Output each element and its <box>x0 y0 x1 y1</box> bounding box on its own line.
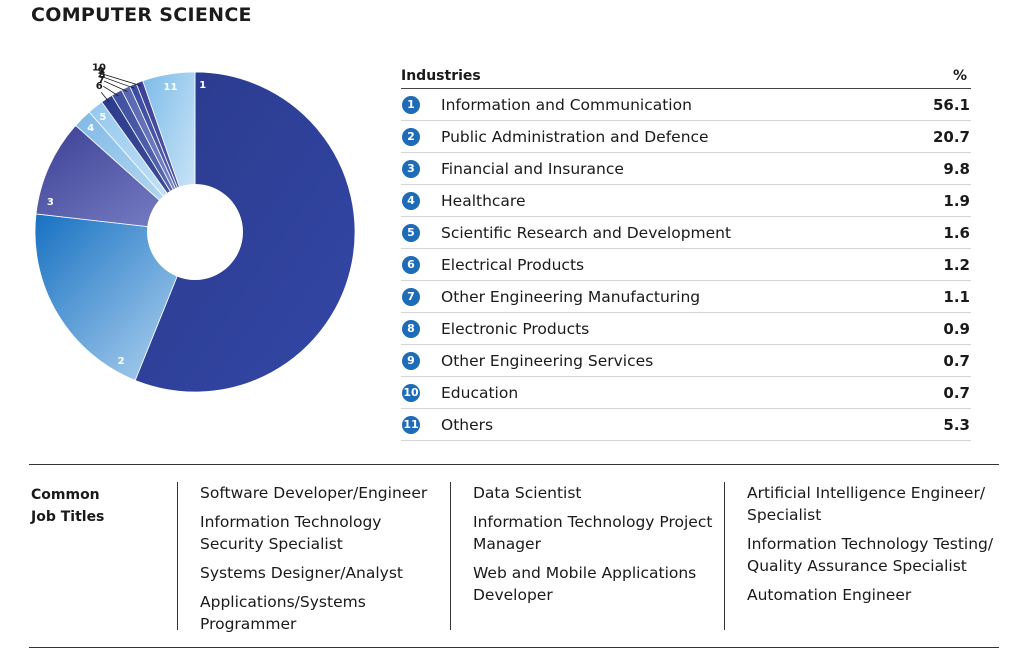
table-row: 4 Healthcare 1.9 <box>401 185 971 217</box>
callout-line-6 <box>100 91 110 103</box>
industry-percent: 0.7 <box>943 383 970 402</box>
industry-percent: 1.2 <box>943 255 970 274</box>
row-number-badge: 10 <box>402 383 420 402</box>
pie-slice-label-7: 7 <box>98 75 105 86</box>
industry-percent: 20.7 <box>932 127 970 146</box>
callout-line-9 <box>102 76 135 89</box>
industry-name: Others <box>441 415 494 434</box>
row-number-badge: 7 <box>402 287 420 306</box>
industry-name: Education <box>441 383 519 402</box>
row-number-badge: 2 <box>402 127 420 146</box>
industry-percent: 9.8 <box>943 159 970 178</box>
page-title: COMPUTER SCIENCE <box>31 4 252 26</box>
industry-percent: 5.3 <box>943 415 970 434</box>
callout-line-10 <box>100 73 141 87</box>
table-row: 5 Scientific Research and Development 1.6 <box>401 217 971 249</box>
industry-name: Other Engineering Services <box>441 351 654 370</box>
job-title: Information Technology Testing/ Quality … <box>747 535 994 575</box>
jobs-column-2: Data Scientist Information Technology Pro… <box>450 482 715 630</box>
table-row: 7 Other Engineering Manufacturing 1.1 <box>401 281 971 313</box>
pie-slice-label-11: 11 <box>164 82 178 93</box>
row-number-badge: 11 <box>402 415 420 434</box>
jobs-column-1: Software Developer/Engineer Information T… <box>177 482 442 633</box>
row-number-badge: 8 <box>402 319 420 338</box>
table-row: 11 Others 5.3 <box>401 409 971 441</box>
industry-name: Healthcare <box>441 191 526 210</box>
jobs-heading-line2: Job Titles <box>31 509 105 525</box>
jobs-heading: Common Job Titles <box>31 484 151 528</box>
table-row: 10 Education 0.7 <box>401 377 971 409</box>
divider-bottom <box>29 647 999 648</box>
industry-name: Information and Communication <box>441 95 692 114</box>
callout-line-7 <box>102 85 119 97</box>
job-title: Systems Designer/Analyst <box>200 564 404 582</box>
industries-table: Industries % 1 Information and Communicat… <box>401 63 971 441</box>
pie-slice-label-6: 6 <box>96 81 103 92</box>
pie-slice-label-5: 5 <box>99 112 106 123</box>
row-number-badge: 3 <box>402 159 420 178</box>
row-number-badge: 5 <box>402 223 420 242</box>
industry-percent: 1.1 <box>943 287 970 306</box>
table-row: 6 Electrical Products 1.2 <box>401 249 971 281</box>
row-number-badge: 6 <box>402 255 420 274</box>
table-row: 9 Other Engineering Services 0.7 <box>401 345 971 377</box>
row-number-badge: 1 <box>402 95 420 114</box>
pie-slice-label-10: 10 <box>92 63 106 74</box>
row-number-badge: 9 <box>402 351 420 370</box>
pie-slice-1 <box>134 71 356 393</box>
job-title: Automation Engineer <box>747 586 912 604</box>
header-industries: Industries <box>401 67 481 84</box>
table-row: 8 Electronic Products 0.9 <box>401 313 971 345</box>
donut-hole <box>147 184 243 280</box>
job-title: Software Developer/Engineer <box>200 484 428 502</box>
pie-slice-label-3: 3 <box>47 197 54 208</box>
callout-line-8 <box>103 80 128 92</box>
job-title: Applications/Systems Programmer <box>200 593 366 633</box>
table-row: 2 Public Administration and Defence 20.7 <box>401 121 971 153</box>
table-header: Industries % <box>401 63 971 89</box>
job-title: Web and Mobile Applications Developer <box>473 564 697 604</box>
industry-name: Electronic Products <box>441 319 590 338</box>
divider-top <box>29 464 999 465</box>
pie-slice-label-2: 2 <box>118 356 125 367</box>
industry-percent: 0.9 <box>943 319 970 338</box>
industry-percent: 1.9 <box>943 191 970 210</box>
pie-slice-label-9: 9 <box>98 66 105 77</box>
pie-slice-label-8: 8 <box>99 70 106 81</box>
industry-name: Public Administration and Defence <box>441 127 709 146</box>
table-row: 1 Information and Communication 56.1 <box>401 89 971 121</box>
industry-name: Financial and Insurance <box>441 159 624 178</box>
industry-name: Other Engineering Manufacturing <box>441 287 701 306</box>
header-percent: % <box>952 67 967 84</box>
job-title: Data Scientist <box>473 484 582 502</box>
pie-slice-label-4: 4 <box>87 123 94 134</box>
job-title: Information Technology Security Speciali… <box>200 513 382 553</box>
job-title: Information Technology Project Manager <box>473 513 713 553</box>
pie-slice-label-1: 1 <box>199 80 206 91</box>
industry-name: Scientific Research and Development <box>441 223 732 242</box>
table-row: 3 Financial and Insurance 9.8 <box>401 153 971 185</box>
industry-percent: 0.7 <box>943 351 970 370</box>
job-title: Artificial Intelligence Engineer/ Specia… <box>747 484 986 524</box>
industry-percent: 56.1 <box>932 95 970 114</box>
industry-percent: 1.6 <box>943 223 970 242</box>
jobs-column-3: Artificial Intelligence Engineer/ Specia… <box>724 482 1009 630</box>
industry-name: Electrical Products <box>441 255 585 274</box>
row-number-badge: 4 <box>402 191 420 210</box>
jobs-heading-line1: Common <box>31 487 100 503</box>
